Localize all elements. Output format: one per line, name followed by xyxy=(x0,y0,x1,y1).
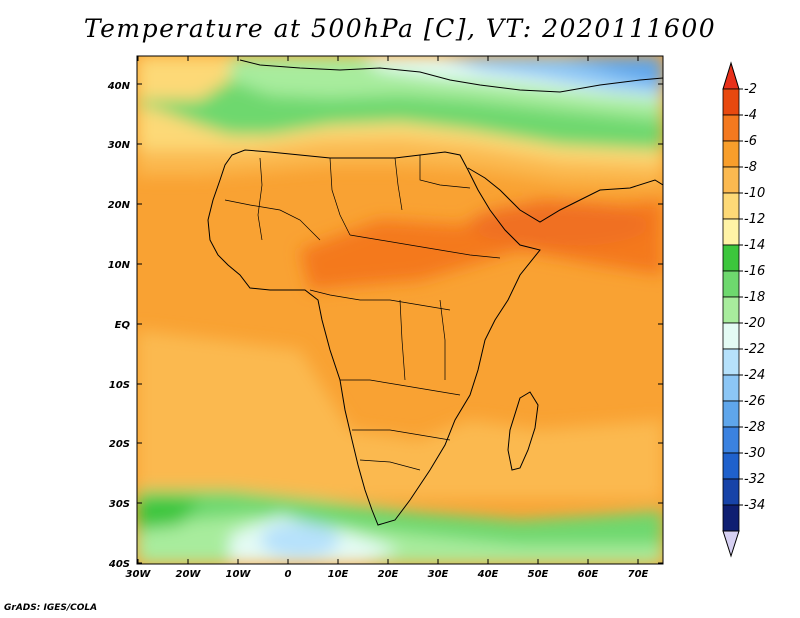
colorbar-label: -32 xyxy=(744,472,765,487)
colorbar-label: -8 xyxy=(744,160,757,175)
colorbar-label: -22 xyxy=(744,342,765,357)
colorbar: -2 -4 -6 -8 -10 -12 -14 -16 -18 -20 -22 -24 -26 -28 -3… xyxy=(722,61,765,558)
colorbar-swatch xyxy=(722,114,740,142)
colorbar-swatch xyxy=(722,504,740,532)
colorbar-swatch xyxy=(722,192,740,220)
lat-label: 40S xyxy=(108,559,130,570)
colorbar-max-arrow xyxy=(722,61,740,90)
colorbar-label: -4 xyxy=(744,108,757,123)
colorbar-swatch xyxy=(722,426,740,454)
colorbar-min-arrow xyxy=(722,530,740,558)
credit-text: GrADS: IGES/COLA xyxy=(4,603,98,613)
lat-label: 10N xyxy=(108,260,131,271)
lon-label: 10W xyxy=(226,569,252,580)
colorbar-swatch xyxy=(722,296,740,324)
colorbar-label: -18 xyxy=(744,290,765,305)
lat-label: 40N xyxy=(107,81,131,92)
colorbar-label: -34 xyxy=(744,498,765,513)
colorbar-label: -10 xyxy=(744,186,765,201)
lon-label: 70E xyxy=(628,569,649,580)
lon-label: 20E xyxy=(378,569,399,580)
colorbar-swatches xyxy=(722,88,740,532)
colorbar-swatch xyxy=(722,374,740,402)
colorbar-swatch xyxy=(722,322,740,350)
lon-label: 40E xyxy=(477,569,499,580)
colorbar-swatch xyxy=(722,478,740,506)
colorbar-label: -24 xyxy=(744,368,765,383)
map-frame xyxy=(136,55,664,565)
colorbar-label: -2 xyxy=(744,82,757,97)
lat-label: 10S xyxy=(109,380,130,391)
lon-label: 20W xyxy=(176,569,202,580)
latitude-labels: 40N 30N 20N 10N EQ 10S 20S 30S 40S xyxy=(107,81,131,570)
lon-label: 50E xyxy=(528,569,549,580)
colorbar-label: -28 xyxy=(744,420,765,435)
lat-label: EQ xyxy=(115,320,131,331)
coastlines xyxy=(207,59,663,526)
country-borders xyxy=(224,155,501,471)
colorbar-label: -30 xyxy=(744,446,765,461)
map-title: Temperature at 500hPa [C], VT: 202011160… xyxy=(83,14,717,43)
colorbar-label: -20 xyxy=(744,316,765,331)
colorbar-swatch xyxy=(722,166,740,194)
lat-label: 30S xyxy=(109,499,130,510)
colorbar-swatch xyxy=(722,400,740,428)
colorbar-swatch xyxy=(722,244,740,272)
colorbar-label: -6 xyxy=(744,134,757,149)
colorbar-swatch xyxy=(722,88,740,116)
lon-label: 30W xyxy=(126,569,152,580)
lon-label: 60E xyxy=(578,569,599,580)
colorbar-swatch xyxy=(722,348,740,376)
longitude-labels: 30W 20W 10W 0 10E 20E 30E 40E 50E 60E 70… xyxy=(126,569,649,580)
colorbar-swatch xyxy=(722,140,740,168)
lat-label: 30N xyxy=(108,140,131,151)
colorbar-swatch xyxy=(722,270,740,298)
temperature-field xyxy=(137,56,663,564)
colorbar-labels: -2 -4 -6 -8 -10 -12 -14 -16 -18 -20 -22 -24 -26 -28 -3… xyxy=(739,82,765,513)
axis-ticks xyxy=(137,56,663,564)
colorbar-label: -26 xyxy=(744,394,765,409)
colorbar-swatch xyxy=(722,452,740,480)
colorbar-label: -14 xyxy=(744,238,765,253)
lat-label: 20N xyxy=(108,200,131,211)
lon-label: 0 xyxy=(285,569,292,580)
colorbar-label: -16 xyxy=(744,264,765,279)
colorbar-swatch xyxy=(722,218,740,246)
lon-label: 30E xyxy=(428,569,449,580)
lon-label: 10E xyxy=(328,569,349,580)
colorbar-label: -12 xyxy=(744,212,765,227)
lat-label: 20S xyxy=(109,439,130,450)
